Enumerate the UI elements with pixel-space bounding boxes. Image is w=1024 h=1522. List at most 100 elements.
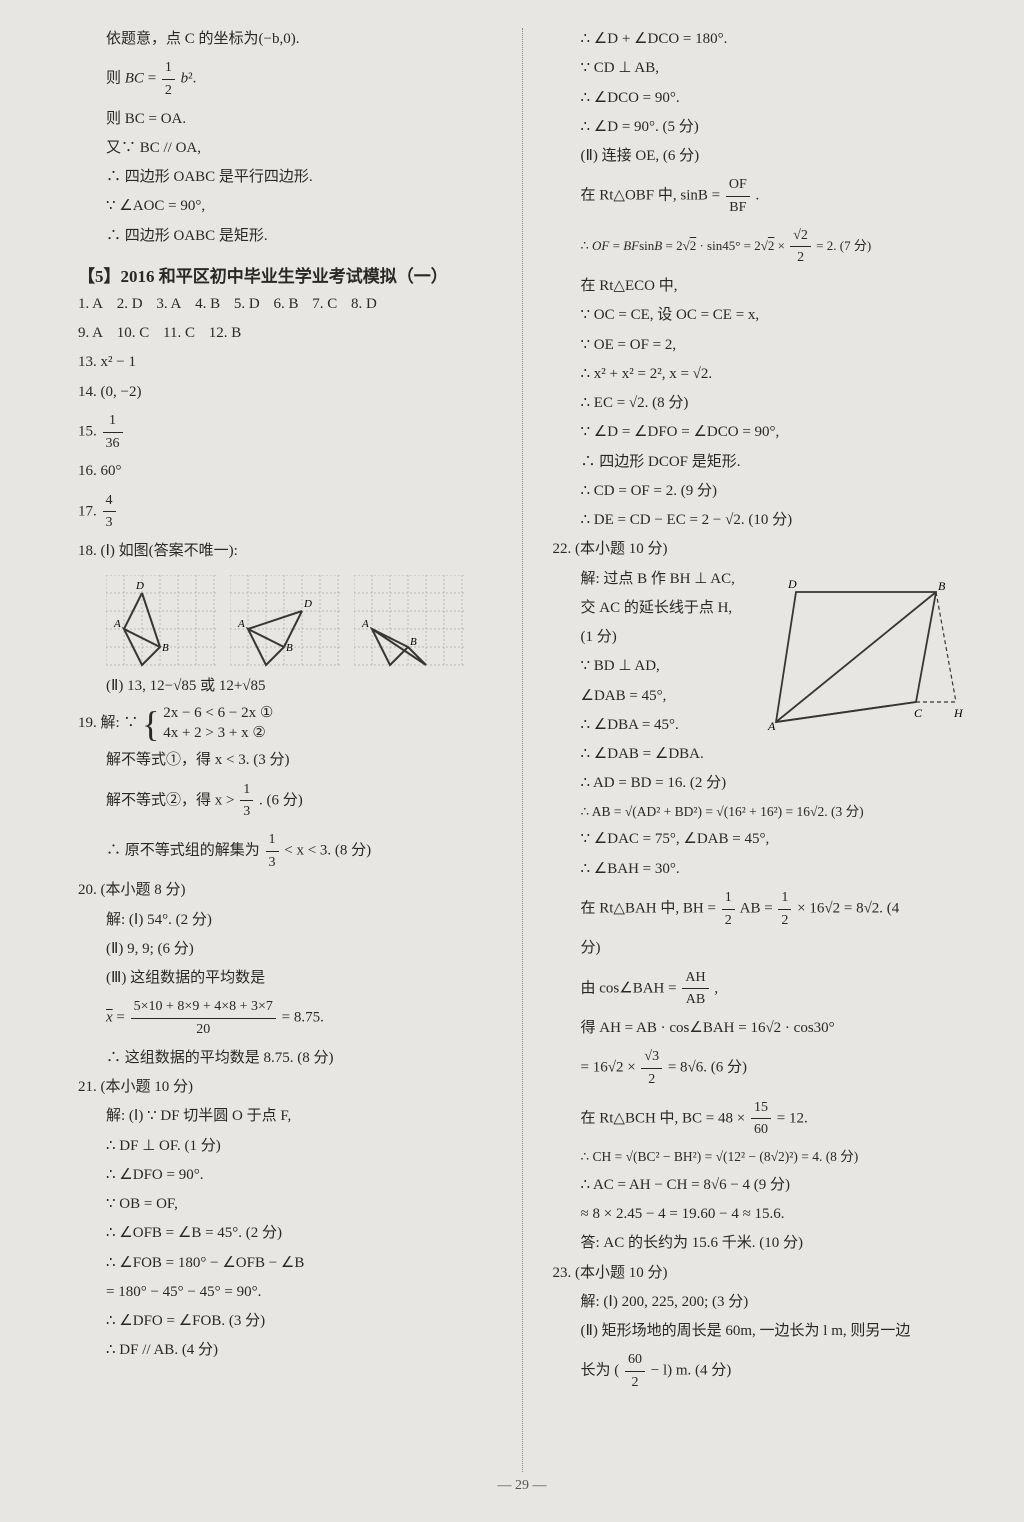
q19-head: 19. 解: ∵ bbox=[78, 715, 138, 731]
pre-line: ∴ 四边形 OABC 是矩形. bbox=[78, 225, 492, 248]
pre-line: ∴ 四边形 OABC 是平行四边形. bbox=[78, 166, 492, 189]
ans: 1. A bbox=[78, 293, 103, 316]
svg-text:H: H bbox=[953, 706, 964, 720]
rt-line: 在 Rt△OBF 中, sinB = OFBF . bbox=[553, 174, 967, 218]
fraction: OFBF bbox=[726, 174, 750, 218]
answer-row: 1. A 2. D 3. A 4. B 5. D 6. B 7. C 8. D bbox=[78, 293, 492, 316]
svg-text:C: C bbox=[260, 666, 268, 667]
q22-bh: 在 Rt△BAH 中, BH = 12 AB = 12 × 16√2 = 8√2… bbox=[553, 887, 967, 931]
ans: 3. A bbox=[156, 293, 181, 316]
svg-text:A: A bbox=[361, 618, 369, 630]
text: 在 Rt△OBF 中, sinB = bbox=[581, 188, 724, 204]
svg-text:B: B bbox=[286, 642, 293, 654]
eq: 2x − 6 < 6 − 2x ① bbox=[163, 705, 273, 721]
svg-text:C: C bbox=[914, 706, 923, 720]
svg-text:A: A bbox=[113, 618, 121, 630]
q22-line: ∵ ∠DAC = 75°, ∠DAB = 45°, bbox=[553, 828, 967, 851]
fraction: 1560 bbox=[751, 1097, 771, 1141]
q16: 16. 60° bbox=[78, 460, 492, 483]
text: = 16√2 × bbox=[581, 1060, 640, 1076]
text: . bbox=[756, 188, 760, 204]
q17: 17. 43 bbox=[78, 490, 492, 534]
ans: 6. B bbox=[273, 293, 298, 316]
q18a: 18. (Ⅰ) 如图(答案不唯一): bbox=[78, 540, 492, 563]
q22-ac: ∴ AC = AH − CH = 8√6 − 4 (9 分) bbox=[553, 1174, 967, 1197]
ans: 9. A bbox=[78, 322, 103, 345]
mini-diagram-1: D A B C bbox=[106, 575, 216, 667]
ans: 5. D bbox=[234, 293, 260, 316]
q20-head: 20. (本小题 8 分) bbox=[78, 879, 492, 902]
pre-line: 依题意，点 C 的坐标为(−b,0). bbox=[78, 28, 492, 51]
pre-line: ∵ ∠AOC = 90°, bbox=[78, 195, 492, 218]
fraction: 13 bbox=[240, 779, 253, 823]
svg-text:B: B bbox=[410, 636, 417, 648]
text: AB = bbox=[740, 901, 777, 917]
svg-text:D: D bbox=[303, 598, 312, 610]
eco-line: ∴ EC = √2. (8 分) bbox=[553, 392, 967, 415]
q18b: (Ⅱ) 13, 12−√85 或 12+√85 bbox=[78, 675, 492, 698]
q14: 14. (0, −2) bbox=[78, 381, 492, 404]
text: − l) m. (4 分) bbox=[651, 1363, 732, 1379]
q22-cos: 由 cos∠BAH = AHAB , bbox=[553, 967, 967, 1011]
text: ∴ 原不等式组的解集为 bbox=[106, 843, 264, 859]
ans: 8. D bbox=[351, 293, 377, 316]
q22-bh-end: 分) bbox=[553, 937, 967, 960]
cont-line: ∴ ∠D + ∠DCO = 180°. bbox=[553, 28, 967, 51]
text: = 8√6. (6 分) bbox=[668, 1060, 747, 1076]
q20-line: (Ⅲ) 这组数据的平均数是 bbox=[78, 967, 492, 990]
q22-ah2: = 16√2 × √32 = 8√6. (6 分) bbox=[553, 1046, 967, 1090]
text: 长为 ( bbox=[581, 1363, 620, 1379]
eco-line: ∴ x² + x² = 2², x = √2. bbox=[553, 363, 967, 386]
eco-line: ∴ CD = OF = 2. (9 分) bbox=[553, 480, 967, 503]
text: 在 Rt△BCH 中, BC = 48 × bbox=[581, 1110, 749, 1126]
eco-line: ∵ ∠D = ∠DFO = ∠DCO = 90°, bbox=[553, 421, 967, 444]
ans: 11. C bbox=[163, 322, 195, 345]
q22-line: ∴ AD = BD = 16. (2 分) bbox=[553, 772, 967, 795]
q22-approx: ≈ 8 × 2.45 − 4 = 19.60 − 4 ≈ 15.6. bbox=[553, 1203, 967, 1226]
text: < x < 3. (8 分) bbox=[284, 843, 371, 859]
xbar: x bbox=[106, 1010, 113, 1026]
text: = 8.75. bbox=[282, 1010, 324, 1026]
q22-head: 22. (本小题 10 分) bbox=[553, 538, 967, 561]
q21-line: ∴ ∠DFO = ∠FOB. (3 分) bbox=[78, 1310, 492, 1333]
q22-ch: ∴ CH = √(BC² − BH²) = √(12² − (8√2)²) = … bbox=[553, 1147, 967, 1168]
text: = 12. bbox=[777, 1110, 808, 1126]
fraction: 136 bbox=[103, 410, 123, 454]
q21-line: 解: (Ⅰ) ∵ DF 切半圆 O 于点 F, bbox=[78, 1105, 492, 1128]
text: 由 cos∠BAH = bbox=[581, 980, 681, 996]
q21-line: = 180° − 45° − 45° = 90°. bbox=[78, 1281, 492, 1304]
ans: 4. B bbox=[195, 293, 220, 316]
eco-line: ∴ DE = CD − EC = 2 − √2. (10 分) bbox=[553, 509, 967, 532]
prefix: 15. bbox=[78, 424, 101, 440]
svg-text:D: D bbox=[427, 666, 436, 667]
fraction: 12 bbox=[778, 887, 791, 931]
text: , bbox=[714, 980, 718, 996]
fraction: AHAB bbox=[682, 967, 708, 1011]
q22-ah: 得 AH = AB · cos∠BAH = 16√2 · cos30° bbox=[553, 1017, 967, 1040]
q21-line: ∴ ∠OFB = ∠B = 45°. (2 分) bbox=[78, 1222, 492, 1245]
text: × 16√2 = 8√2. (4 bbox=[797, 901, 899, 917]
text: 在 Rt△BAH 中, BH = bbox=[581, 901, 720, 917]
ans: 12. B bbox=[209, 322, 242, 345]
cont-line: ∴ ∠D = 90°. (5 分) bbox=[553, 116, 967, 139]
q21-line: ∵ OB = OF, bbox=[78, 1193, 492, 1216]
svg-text:D: D bbox=[787, 577, 797, 591]
q15: 15. 136 bbox=[78, 410, 492, 454]
q23-line: 解: (Ⅰ) 200, 225, 200; (3 分) bbox=[553, 1291, 967, 1314]
diagram-row: D A B C D A B C bbox=[106, 575, 492, 667]
q23-line: 长为 ( 602 − l) m. (4 分) bbox=[553, 1349, 967, 1393]
q22-bch: 在 Rt△BCH 中, BC = 48 × 1560 = 12. bbox=[553, 1097, 967, 1141]
q13: 13. x² − 1 bbox=[78, 351, 492, 374]
mini-diagram-2: D A B C bbox=[230, 575, 340, 667]
fraction: 12 bbox=[162, 57, 175, 101]
svg-text:A: A bbox=[237, 618, 245, 630]
section-title: 【5】2016 和平区初中毕业生学业考试模拟（一） bbox=[78, 262, 492, 287]
ans: 10. C bbox=[117, 322, 150, 345]
of-line: ∴ OF = BFsinB = 2√2 · sin45° = 2√2 × √22… bbox=[553, 225, 967, 269]
fraction: 602 bbox=[625, 1349, 645, 1393]
fraction: 12 bbox=[722, 887, 735, 931]
q21-line: ∴ ∠FOB = 180° − ∠OFB − ∠B bbox=[78, 1252, 492, 1275]
q19: 19. 解: ∵ { 2x − 6 < 6 − 2x ① 4x + 2 > 3 … bbox=[78, 704, 492, 743]
page-number: — 29 — bbox=[78, 1478, 966, 1494]
q19-line: ∴ 原不等式组的解集为 13 < x < 3. (8 分) bbox=[78, 829, 492, 873]
